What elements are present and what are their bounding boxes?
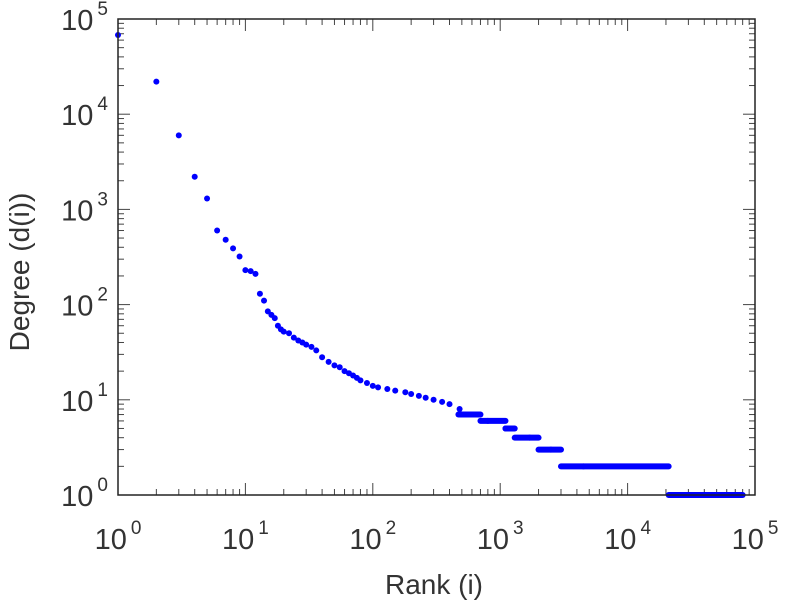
- svg-text:10: 10: [61, 291, 93, 323]
- data-point: [204, 195, 211, 202]
- data-point: [402, 389, 409, 396]
- data-point: [357, 377, 364, 384]
- data-point: [384, 385, 391, 392]
- data-point: [446, 401, 453, 408]
- svg-text:3: 3: [513, 518, 524, 539]
- svg-text:3: 3: [97, 189, 108, 210]
- data-point: [408, 391, 415, 398]
- data-points: [115, 31, 746, 498]
- data-point: [319, 354, 326, 361]
- y-tick-label: 10 4: [61, 94, 108, 132]
- data-point: [363, 380, 370, 387]
- x-axis-label: Rank (i): [385, 569, 483, 600]
- data-point: [415, 392, 422, 399]
- data-point: [369, 382, 376, 389]
- x-tick-label: 10 0: [95, 518, 142, 556]
- y-axis-label: Degree (d(i)): [4, 193, 35, 352]
- data-point: [331, 362, 338, 369]
- svg-text:0: 0: [97, 475, 108, 496]
- y-tick-label: 10 5: [61, 0, 108, 37]
- plot-frame: [117, 18, 756, 496]
- svg-text:10: 10: [61, 5, 93, 37]
- svg-text:2: 2: [97, 285, 108, 306]
- data-point: [456, 406, 463, 413]
- data-point: [242, 267, 249, 274]
- svg-text:10: 10: [61, 100, 93, 132]
- x-tick-label: 10 5: [732, 518, 779, 556]
- svg-text:10: 10: [95, 524, 127, 556]
- svg-text:10: 10: [61, 195, 93, 227]
- data-point: [252, 270, 259, 277]
- data-point: [280, 328, 287, 335]
- svg-text:0: 0: [131, 518, 142, 539]
- data-point: [236, 253, 243, 260]
- svg-text:1: 1: [258, 518, 269, 539]
- x-tick-label: 10 2: [349, 518, 396, 556]
- svg-text:10: 10: [61, 481, 93, 513]
- x-tick-label: 10 1: [222, 518, 269, 556]
- svg-text:5: 5: [768, 518, 779, 539]
- data-point: [375, 384, 382, 391]
- minor-ticks: [118, 19, 755, 495]
- svg-text:4: 4: [97, 94, 108, 115]
- svg-text:5: 5: [97, 0, 108, 20]
- y-tick-label: 10 3: [61, 189, 108, 227]
- data-point: [336, 364, 343, 371]
- data-point: [222, 236, 229, 243]
- svg-text:10: 10: [477, 524, 509, 556]
- data-point: [271, 315, 278, 322]
- x-tick-label: 10 4: [604, 518, 651, 556]
- svg-text:10: 10: [61, 386, 93, 418]
- data-point: [247, 268, 254, 275]
- data-point: [439, 398, 446, 405]
- svg-text:4: 4: [640, 518, 651, 539]
- data-point: [290, 334, 297, 341]
- svg-text:10: 10: [732, 524, 764, 556]
- data-point: [256, 290, 263, 297]
- data-point: [153, 78, 160, 85]
- data-point: [261, 297, 268, 304]
- data-point: [308, 343, 315, 350]
- data-point: [392, 387, 399, 394]
- svg-text:10: 10: [222, 524, 254, 556]
- x-tick-label: 10 3: [477, 518, 524, 556]
- data-point: [230, 245, 237, 252]
- y-tick-label: 10 0: [61, 475, 108, 513]
- data-point: [430, 396, 437, 403]
- svg-text:2: 2: [386, 518, 397, 539]
- x-tick-labels: 10 0 10 1 10 2 10 3 10 4 10 5: [95, 518, 779, 556]
- data-point: [286, 330, 293, 337]
- data-point: [214, 227, 221, 234]
- svg-text:10: 10: [349, 524, 381, 556]
- data-point: [191, 173, 198, 180]
- y-tick-label: 10 2: [61, 285, 108, 323]
- major-ticks: [117, 18, 756, 496]
- data-point: [175, 132, 182, 139]
- data-point: [313, 347, 320, 354]
- data-point: [303, 341, 310, 348]
- svg-text:10: 10: [604, 524, 636, 556]
- data-point: [422, 394, 429, 401]
- y-tick-label: 10 1: [61, 380, 108, 418]
- svg-text:1: 1: [97, 380, 108, 401]
- data-point: [325, 358, 332, 365]
